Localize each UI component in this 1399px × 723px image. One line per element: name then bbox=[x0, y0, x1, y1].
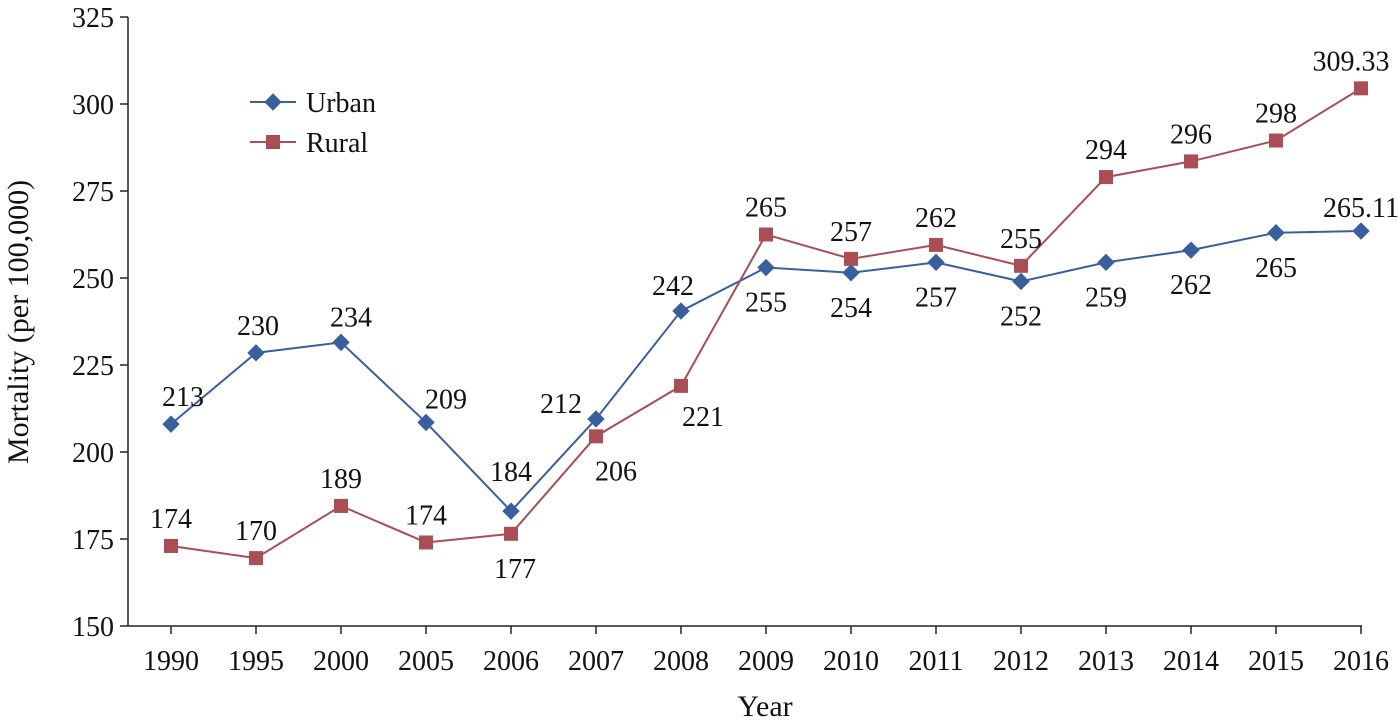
legend-label-urban: Urban bbox=[306, 88, 376, 119]
series-layer bbox=[162, 81, 1370, 566]
axes bbox=[127, 17, 1362, 627]
legend-label-rural: Rural bbox=[306, 128, 368, 159]
urban-point bbox=[1012, 272, 1030, 291]
urban-data-label: 234 bbox=[330, 302, 372, 333]
rural-data-label: 170 bbox=[235, 516, 277, 547]
urban-point bbox=[1352, 222, 1370, 240]
rural-data-label: 296 bbox=[1170, 119, 1212, 150]
rural-point bbox=[1099, 170, 1113, 185]
rural-point bbox=[1184, 154, 1198, 169]
x-tick-label: 2016 bbox=[1333, 646, 1389, 677]
urban-data-label: 213 bbox=[162, 382, 204, 413]
urban-data-label: 259 bbox=[1085, 282, 1127, 313]
urban-data-label: 265.11 bbox=[1323, 193, 1399, 224]
urban-data-label: 262 bbox=[1170, 270, 1212, 301]
x-axis-title: Year bbox=[737, 690, 792, 723]
x-tick-label: 2010 bbox=[823, 646, 879, 677]
rural-data-label: 189 bbox=[320, 464, 362, 495]
x-tick-label: 2006 bbox=[483, 646, 539, 677]
x-tick-label: 2009 bbox=[738, 646, 794, 677]
rural-point bbox=[589, 429, 603, 444]
rural-point bbox=[419, 535, 433, 550]
data-labels: 213 230 234 209 184 212 242 255 254 257 252 259 262 2… bbox=[150, 46, 1399, 584]
urban-data-label: 209 bbox=[425, 384, 467, 415]
legend: Urban Rural bbox=[250, 88, 376, 159]
y-tick-label: 325 bbox=[72, 3, 114, 34]
x-tick-label: 2011 bbox=[909, 646, 964, 677]
rural-data-label: 294 bbox=[1085, 135, 1127, 166]
urban-data-label: 212 bbox=[540, 389, 582, 420]
rural-point bbox=[164, 538, 178, 553]
x-tick-label: 2015 bbox=[1248, 646, 1304, 677]
urban-point bbox=[162, 415, 180, 433]
urban-data-label: 254 bbox=[830, 293, 872, 324]
y-tick-label: 150 bbox=[72, 612, 114, 643]
x-tick-label: 2007 bbox=[568, 646, 624, 677]
rural-data-label: 177 bbox=[494, 554, 536, 585]
urban-point bbox=[672, 302, 690, 320]
urban-point bbox=[247, 344, 265, 362]
x-tick-label: 2000 bbox=[313, 646, 369, 677]
rural-data-label: 174 bbox=[405, 500, 447, 531]
rural-point bbox=[249, 551, 263, 566]
legend-marker-rural bbox=[266, 135, 280, 149]
urban-data-label: 257 bbox=[915, 282, 957, 313]
rural-point bbox=[1354, 81, 1368, 96]
rural-point bbox=[1269, 133, 1283, 148]
rural-point bbox=[844, 251, 858, 266]
y-tick-label: 175 bbox=[72, 525, 114, 556]
rural-data-label: 221 bbox=[682, 402, 724, 433]
y-tick-label: 200 bbox=[72, 438, 114, 469]
rural-data-label: 265 bbox=[745, 193, 787, 224]
y-axis-title: Mortality (per 100,000) bbox=[2, 180, 35, 464]
urban-point bbox=[1182, 241, 1200, 259]
legend-marker-urban bbox=[264, 93, 282, 111]
rural-data-label: 309.33 bbox=[1313, 46, 1390, 77]
rural-point bbox=[1014, 258, 1028, 273]
urban-point bbox=[502, 502, 520, 520]
rural-point bbox=[334, 498, 348, 513]
y-tick-label: 250 bbox=[72, 264, 114, 295]
x-tick-label: 2013 bbox=[1078, 646, 1134, 677]
rural-data-label: 174 bbox=[150, 504, 192, 535]
x-tick-label: 2008 bbox=[653, 646, 709, 677]
urban-point bbox=[1097, 253, 1115, 272]
urban-data-label: 230 bbox=[237, 311, 279, 342]
rural-data-label: 262 bbox=[915, 203, 957, 234]
x-tick-label: 2014 bbox=[1163, 646, 1219, 677]
x-tick-label: 1990 bbox=[143, 646, 199, 677]
x-tick-label: 2005 bbox=[398, 646, 454, 677]
urban-point bbox=[927, 253, 945, 272]
urban-data-label: 252 bbox=[1000, 301, 1042, 332]
x-tick-label: 2012 bbox=[993, 646, 1049, 677]
rural-point bbox=[759, 227, 773, 242]
y-tick-label: 225 bbox=[72, 351, 114, 382]
rural-data-label: 206 bbox=[595, 456, 637, 487]
rural-data-label: 298 bbox=[1255, 99, 1297, 130]
rural-data-label: 257 bbox=[830, 217, 872, 248]
urban-point bbox=[587, 410, 605, 428]
urban-point bbox=[757, 258, 775, 277]
rural-point bbox=[674, 378, 688, 393]
urban-data-label: 265 bbox=[1255, 253, 1297, 284]
urban-data-label: 255 bbox=[745, 288, 787, 319]
urban-point bbox=[332, 333, 350, 352]
y-tick-label: 300 bbox=[72, 90, 114, 121]
urban-point bbox=[1267, 224, 1285, 242]
urban-point bbox=[842, 264, 860, 282]
y-axis-ticks: 150 175 200 225 250 275 300 325 bbox=[72, 3, 128, 643]
rural-point bbox=[929, 237, 943, 252]
urban-point bbox=[417, 413, 435, 432]
x-axis-ticks: 1990 1995 2000 2005 2006 2007 2008 2009 2010 2011… bbox=[143, 626, 1389, 677]
rural-data-label: 255 bbox=[1000, 224, 1042, 255]
urban-data-label: 184 bbox=[490, 457, 532, 488]
rural-point bbox=[504, 526, 518, 541]
x-tick-label: 1995 bbox=[228, 646, 284, 677]
urban-data-label: 242 bbox=[652, 271, 694, 302]
y-tick-label: 275 bbox=[72, 177, 114, 208]
